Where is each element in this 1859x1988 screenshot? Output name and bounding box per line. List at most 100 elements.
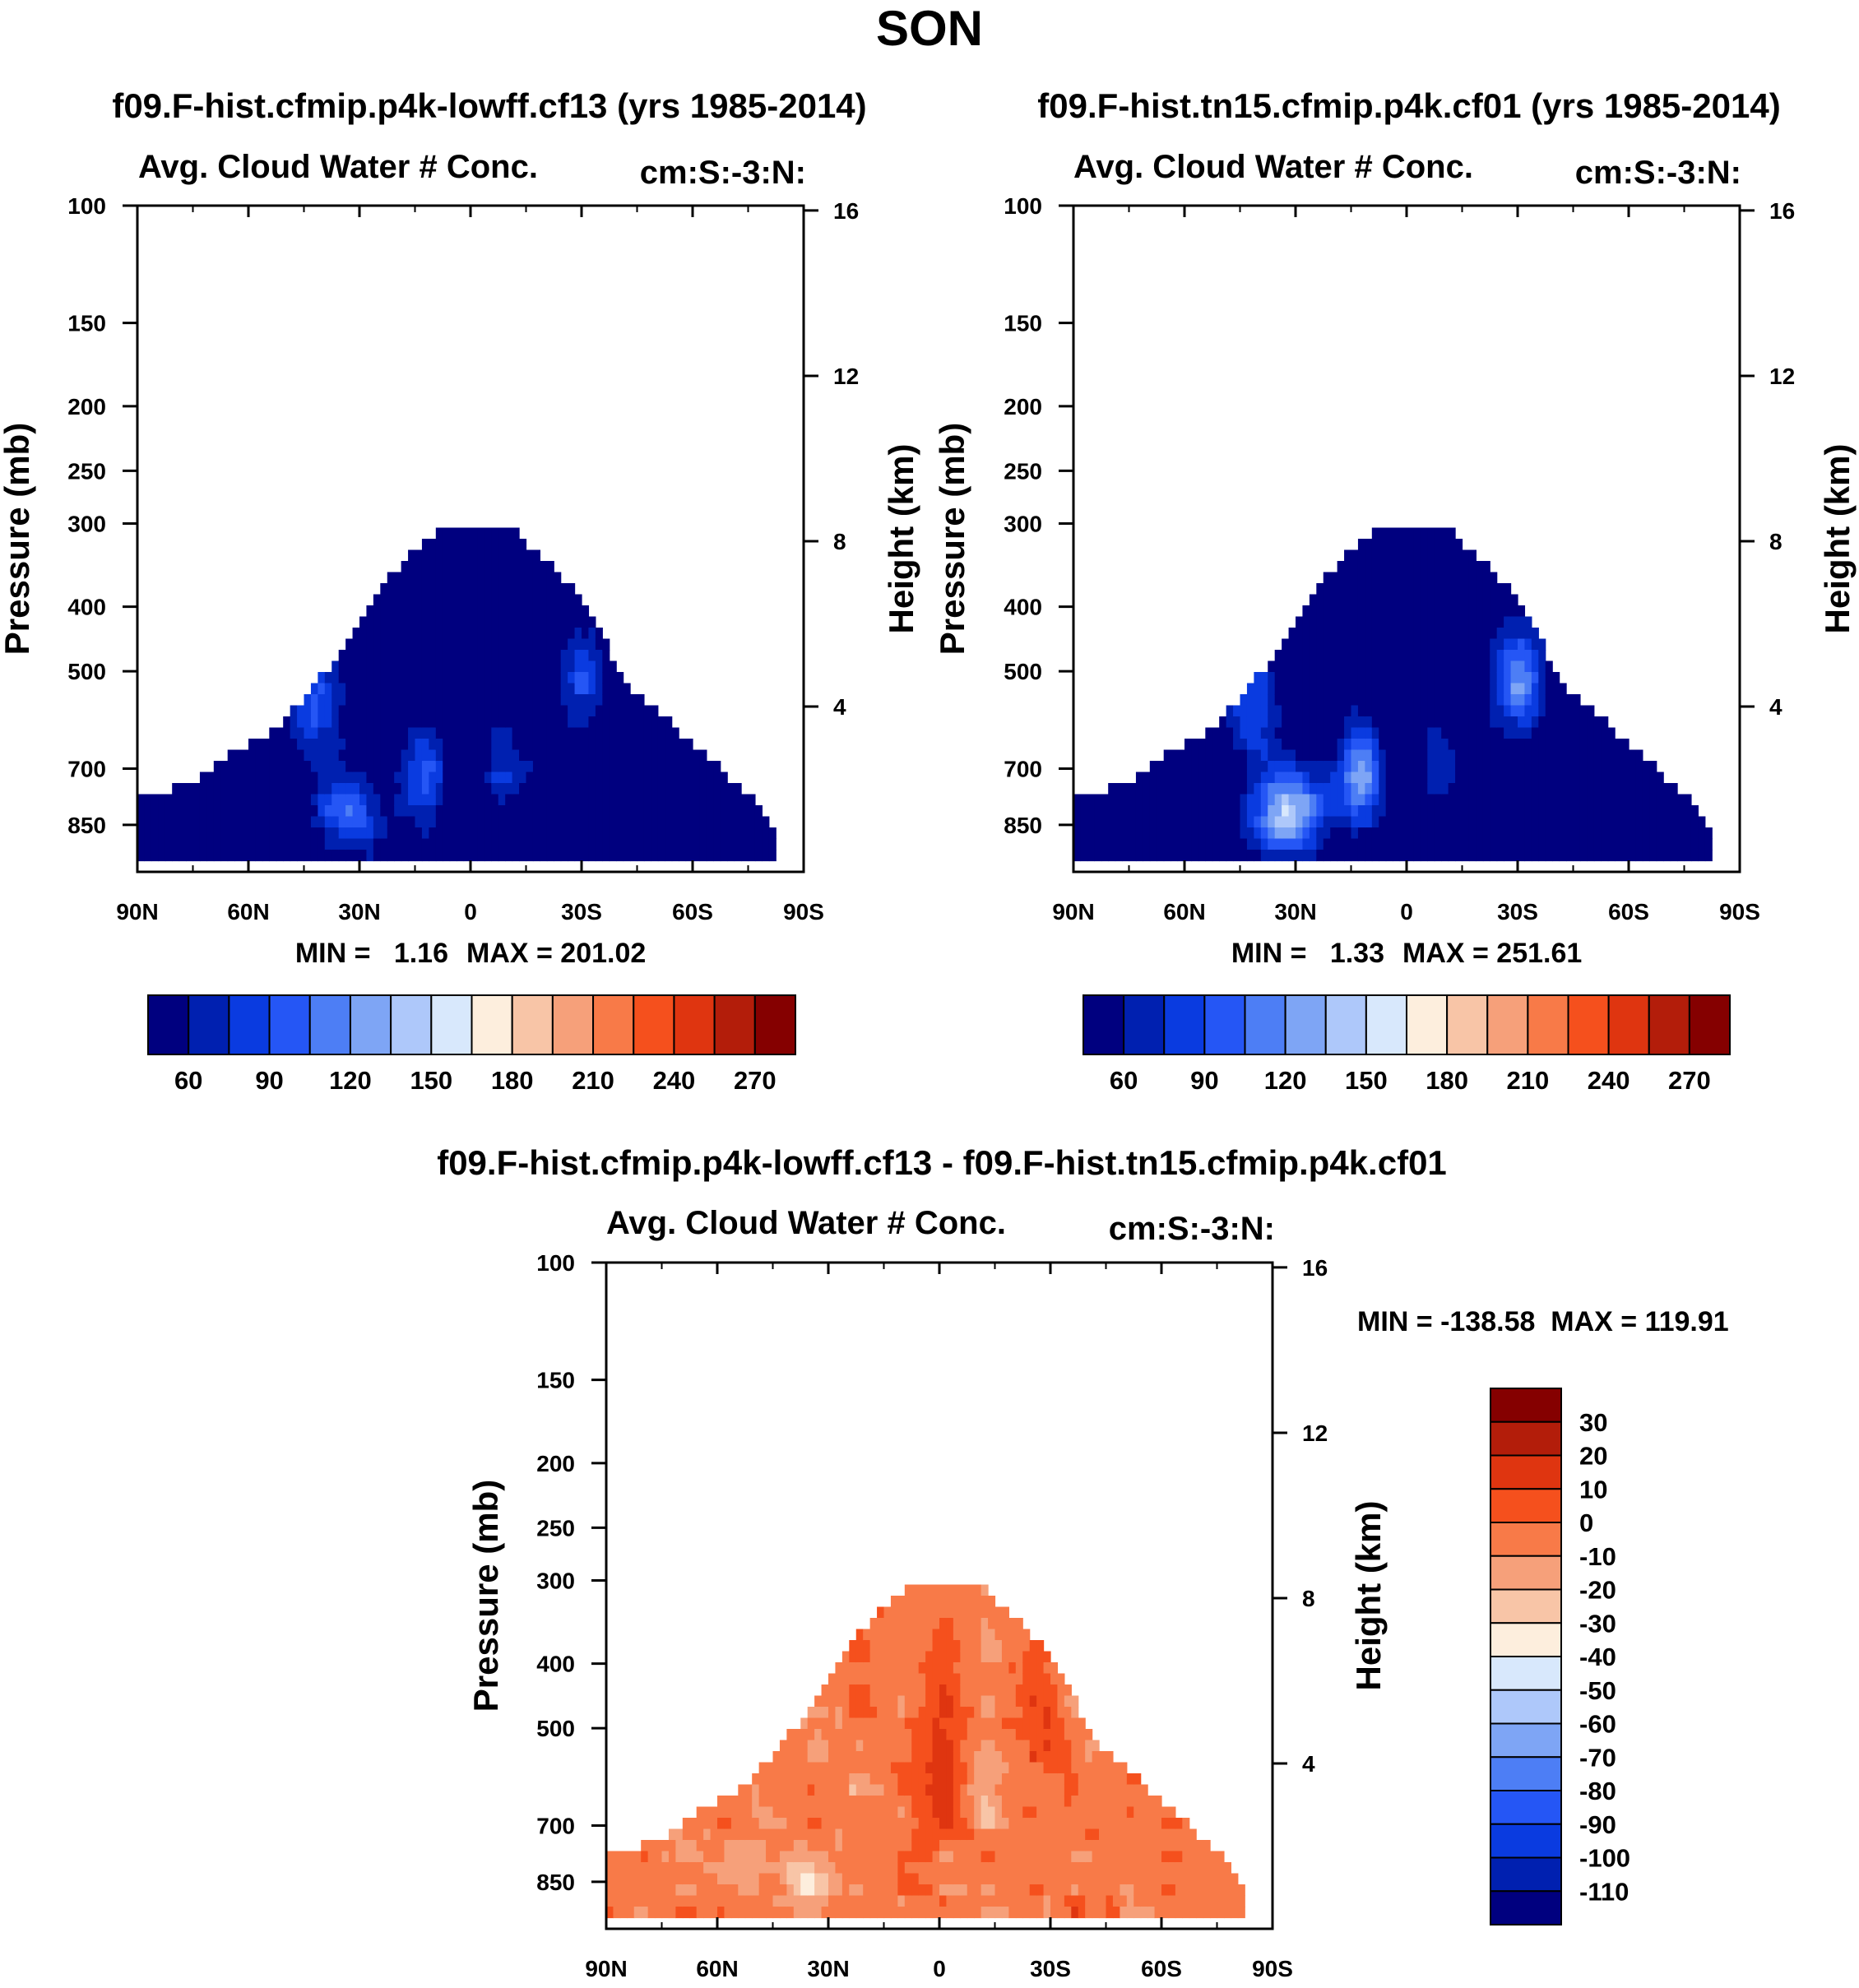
field-cell: [890, 1717, 898, 1730]
field-cell: [1288, 650, 1296, 662]
field-cell: [1413, 605, 1421, 618]
field-cell: [1099, 1818, 1107, 1830]
field-cell: [1538, 850, 1546, 862]
field-cell: [643, 838, 651, 850]
field-cell: [1455, 616, 1463, 628]
field-cell: [616, 749, 624, 762]
field-cell: [421, 628, 429, 640]
field-cell: [366, 816, 374, 828]
field-cell: [1219, 838, 1227, 850]
field-cell: [366, 827, 374, 840]
field-cell: [1133, 1828, 1142, 1841]
field-cell: [443, 660, 451, 673]
field-cell: [554, 739, 562, 751]
field-cell: [1078, 1840, 1086, 1852]
field-cell: [1036, 1684, 1045, 1697]
field-cell: [1351, 605, 1359, 618]
field-cell: [911, 1895, 920, 1907]
field-cell: [1427, 527, 1435, 540]
field-cell: [932, 1806, 940, 1819]
field-cell: [248, 783, 257, 795]
field-cell: [793, 1873, 801, 1885]
field-cell: [1684, 816, 1692, 828]
field-cell: [1441, 794, 1449, 806]
y-tick-label: 250: [1004, 458, 1042, 484]
field-cell: [1161, 1828, 1170, 1841]
field-cell: [1057, 1773, 1065, 1786]
field-cell: [696, 1806, 704, 1819]
field-cell: [752, 1862, 760, 1874]
field-cell: [519, 749, 527, 762]
field-cell: [911, 1729, 920, 1741]
field-cell: [675, 1907, 684, 1919]
plot-title-3: Avg. Cloud Water # Conc.: [606, 1205, 1006, 1241]
field-cell: [463, 761, 471, 773]
field-cell: [925, 1717, 934, 1730]
field-cell: [505, 783, 513, 795]
field-cell: [609, 761, 617, 773]
field-cell: [1518, 805, 1526, 818]
field-cell: [151, 850, 159, 862]
field-cell: [1379, 761, 1387, 773]
field-cell: [1393, 827, 1401, 840]
field-cell: [1198, 805, 1206, 818]
field-cell: [727, 805, 735, 818]
field-cell: [911, 1596, 920, 1608]
field-cell: [1601, 794, 1609, 806]
field-cell: [1302, 650, 1310, 662]
field-cell: [1212, 772, 1220, 784]
field-cell: [526, 761, 534, 773]
field-cell: [540, 638, 548, 651]
field-cell: [1296, 838, 1304, 850]
field-cell: [1545, 749, 1553, 762]
field-cell: [641, 1862, 649, 1874]
field-cell: [554, 628, 562, 640]
field-cell: [772, 1907, 781, 1919]
field-cell: [911, 1884, 920, 1897]
field-cell: [449, 816, 457, 828]
field-cell: [568, 672, 576, 684]
field-cell: [772, 1762, 781, 1774]
field-cell: [1385, 672, 1393, 684]
field-cell: [435, 616, 443, 628]
field-cell: [477, 594, 485, 606]
field-cell: [1379, 694, 1387, 707]
field-cell: [435, 683, 443, 695]
field-cell: [512, 827, 520, 840]
field-cell: [435, 594, 443, 606]
field-cell: [304, 694, 312, 707]
field-cell: [352, 838, 360, 850]
field-cell: [1462, 783, 1470, 795]
field-cell: [457, 572, 465, 584]
field-cell: [939, 1907, 948, 1919]
field-cell: [953, 1796, 961, 1808]
field-cell: [1175, 1818, 1183, 1830]
field-cell: [1407, 761, 1415, 773]
field-cell: [588, 650, 596, 662]
field-cell: [1296, 694, 1304, 707]
field-cell: [568, 783, 576, 795]
field-cell: [574, 628, 582, 640]
field-cell: [904, 1784, 912, 1796]
field-cell: [1237, 1895, 1245, 1907]
field-cell: [429, 772, 437, 784]
field-cell: [703, 1907, 712, 1919]
field-cell: [1371, 850, 1379, 862]
field-cell: [269, 850, 277, 862]
field-cell: [1379, 705, 1387, 717]
field-cell: [338, 761, 346, 773]
field-cell: [574, 660, 582, 673]
field-cell: [318, 683, 326, 695]
field-cell: [1344, 838, 1352, 850]
field-cell: [932, 1640, 940, 1652]
field-cell: [1545, 660, 1553, 673]
field-cell: [1545, 727, 1553, 739]
field-cell: [1036, 1729, 1045, 1741]
field-cell: [1538, 749, 1546, 762]
field-cell: [925, 1729, 934, 1741]
field-cell: [602, 850, 610, 862]
field-cell: [1455, 850, 1463, 862]
field-cell: [855, 1840, 864, 1852]
field-cell: [588, 628, 596, 640]
field-cell: [890, 1773, 898, 1786]
